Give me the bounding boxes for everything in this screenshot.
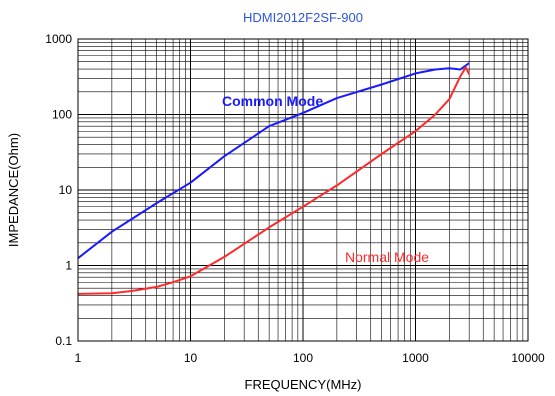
- y-tick-label: 0.1: [55, 334, 72, 348]
- x-axis-label: FREQUENCY(MHz): [245, 377, 362, 392]
- y-tick-label: 100: [52, 108, 72, 122]
- annotation-common-mode: Common Mode: [222, 93, 323, 109]
- x-tick-label: 100: [293, 351, 313, 365]
- annotation-normal-mode: Normal Mode: [345, 249, 429, 265]
- x-tick-label: 1000: [402, 351, 429, 365]
- y-tick-label: 10: [59, 183, 73, 197]
- chart-grid: [78, 39, 528, 341]
- series-line-normal-mode: [77, 66, 471, 295]
- y-tick-label: 1000: [45, 32, 72, 46]
- y-axis-label: IMPEDANCE(Ohm): [6, 133, 21, 247]
- plot-frame: [77, 38, 529, 342]
- x-tick-label: 10: [184, 351, 198, 365]
- series-layer: [77, 62, 471, 295]
- chart-title: HDMI2012F2SF-900: [243, 10, 363, 25]
- x-tick-label: 10000: [511, 351, 545, 365]
- x-tick-label: 1: [75, 351, 82, 365]
- series-line-common-mode: [77, 62, 470, 259]
- y-tick-label: 1: [65, 259, 72, 273]
